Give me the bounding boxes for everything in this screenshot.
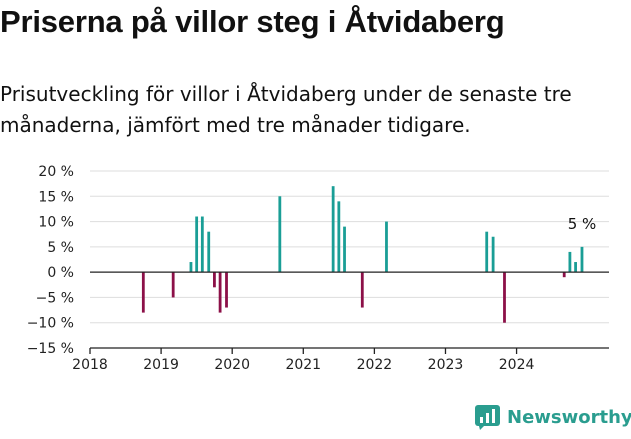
bar bbox=[213, 272, 216, 288]
bar bbox=[207, 231, 211, 273]
x-tick-label: 2021 bbox=[285, 357, 321, 373]
bar bbox=[568, 251, 572, 273]
y-tick-label: 5 % bbox=[47, 240, 74, 256]
bar bbox=[562, 272, 566, 278]
brand-name: Newsworthy bbox=[507, 407, 631, 428]
price-change-chart: 20 %15 %10 %5 %0 %−5 %−10 %−15 % 2018 201… bbox=[27, 164, 609, 373]
y-tick-label: −15 % bbox=[27, 341, 74, 357]
page-title: Priserna på villor steg i Åtvidaberg bbox=[0, 4, 505, 39]
bars bbox=[141, 186, 584, 323]
y-tick-label: −5 % bbox=[36, 290, 74, 306]
bar bbox=[385, 221, 388, 273]
bar bbox=[574, 262, 577, 273]
bar bbox=[278, 196, 282, 273]
y-tick-label: 10 % bbox=[38, 215, 74, 231]
page-subtitle: Prisutveckling för villor i Åtvidaberg u… bbox=[0, 82, 572, 137]
bar bbox=[360, 272, 364, 308]
x-tick-label: 2024 bbox=[499, 357, 535, 373]
latest-value-label: 5 % bbox=[568, 215, 597, 233]
x-tick-label: 2022 bbox=[357, 357, 393, 373]
bar bbox=[580, 246, 584, 273]
bar bbox=[225, 272, 228, 308]
bar bbox=[189, 262, 193, 273]
newsworthy-logo-icon bbox=[475, 405, 500, 430]
grid-lines bbox=[90, 170, 609, 349]
bar bbox=[195, 216, 199, 273]
bar bbox=[171, 272, 175, 298]
bar bbox=[503, 272, 506, 323]
bar bbox=[343, 226, 346, 273]
x-tick-label: 2020 bbox=[214, 357, 250, 373]
bar bbox=[485, 231, 489, 273]
x-tick-label: 2019 bbox=[143, 357, 179, 373]
newsworthy-brand: Newsworthy bbox=[475, 405, 631, 430]
y-axis-tick-labels: 20 % 15 % 10 % 5 % 0 % −5 % −10 % −15 % bbox=[27, 164, 74, 357]
bar bbox=[331, 186, 335, 273]
x-tick-label: 2018 bbox=[72, 357, 108, 373]
x-tick-label: 2023 bbox=[428, 357, 464, 373]
y-tick-label: −10 % bbox=[27, 316, 74, 332]
y-tick-label: 20 % bbox=[38, 164, 74, 180]
y-tick-label: 0 % bbox=[47, 265, 74, 281]
bar bbox=[200, 216, 204, 273]
bar bbox=[491, 236, 495, 273]
x-axis: 2018 2019 2020 2021 2022 2023 2024 bbox=[72, 347, 609, 373]
bar bbox=[218, 272, 222, 313]
bar bbox=[141, 272, 145, 313]
y-tick-label: 15 % bbox=[38, 189, 74, 205]
bar bbox=[337, 201, 341, 273]
